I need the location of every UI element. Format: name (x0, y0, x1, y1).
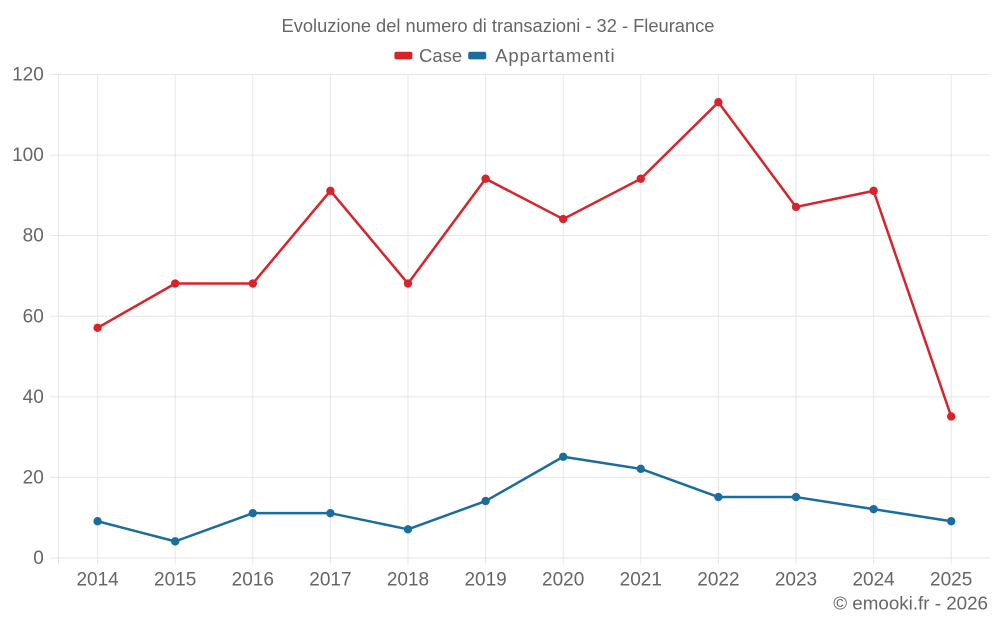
svg-text:20: 20 (23, 467, 44, 488)
svg-text:120: 120 (12, 65, 44, 86)
svg-text:© emooki.fr - 2026: © emooki.fr - 2026 (833, 592, 988, 613)
svg-text:2024: 2024 (852, 570, 895, 591)
svg-text:0: 0 (33, 548, 44, 569)
svg-text:2014: 2014 (76, 570, 119, 591)
svg-text:2018: 2018 (387, 570, 429, 591)
svg-text:2019: 2019 (464, 570, 506, 591)
svg-text:2023: 2023 (775, 570, 817, 591)
svg-text:2022: 2022 (697, 570, 739, 591)
svg-text:2015: 2015 (154, 570, 196, 591)
svg-text:100: 100 (12, 145, 44, 166)
svg-text:60: 60 (23, 306, 44, 327)
svg-text:80: 80 (23, 226, 44, 247)
svg-text:2021: 2021 (620, 570, 662, 591)
svg-text:Case: Case (419, 45, 462, 66)
svg-text:2017: 2017 (309, 570, 351, 591)
svg-text:Evoluzione del numero di trans: Evoluzione del numero di transazioni - 3… (282, 15, 715, 36)
svg-text:Appartamenti: Appartamenti (495, 45, 615, 66)
svg-text:2020: 2020 (542, 570, 584, 591)
svg-text:2016: 2016 (232, 570, 274, 591)
svg-text:40: 40 (23, 387, 44, 408)
svg-text:2025: 2025 (930, 570, 972, 591)
